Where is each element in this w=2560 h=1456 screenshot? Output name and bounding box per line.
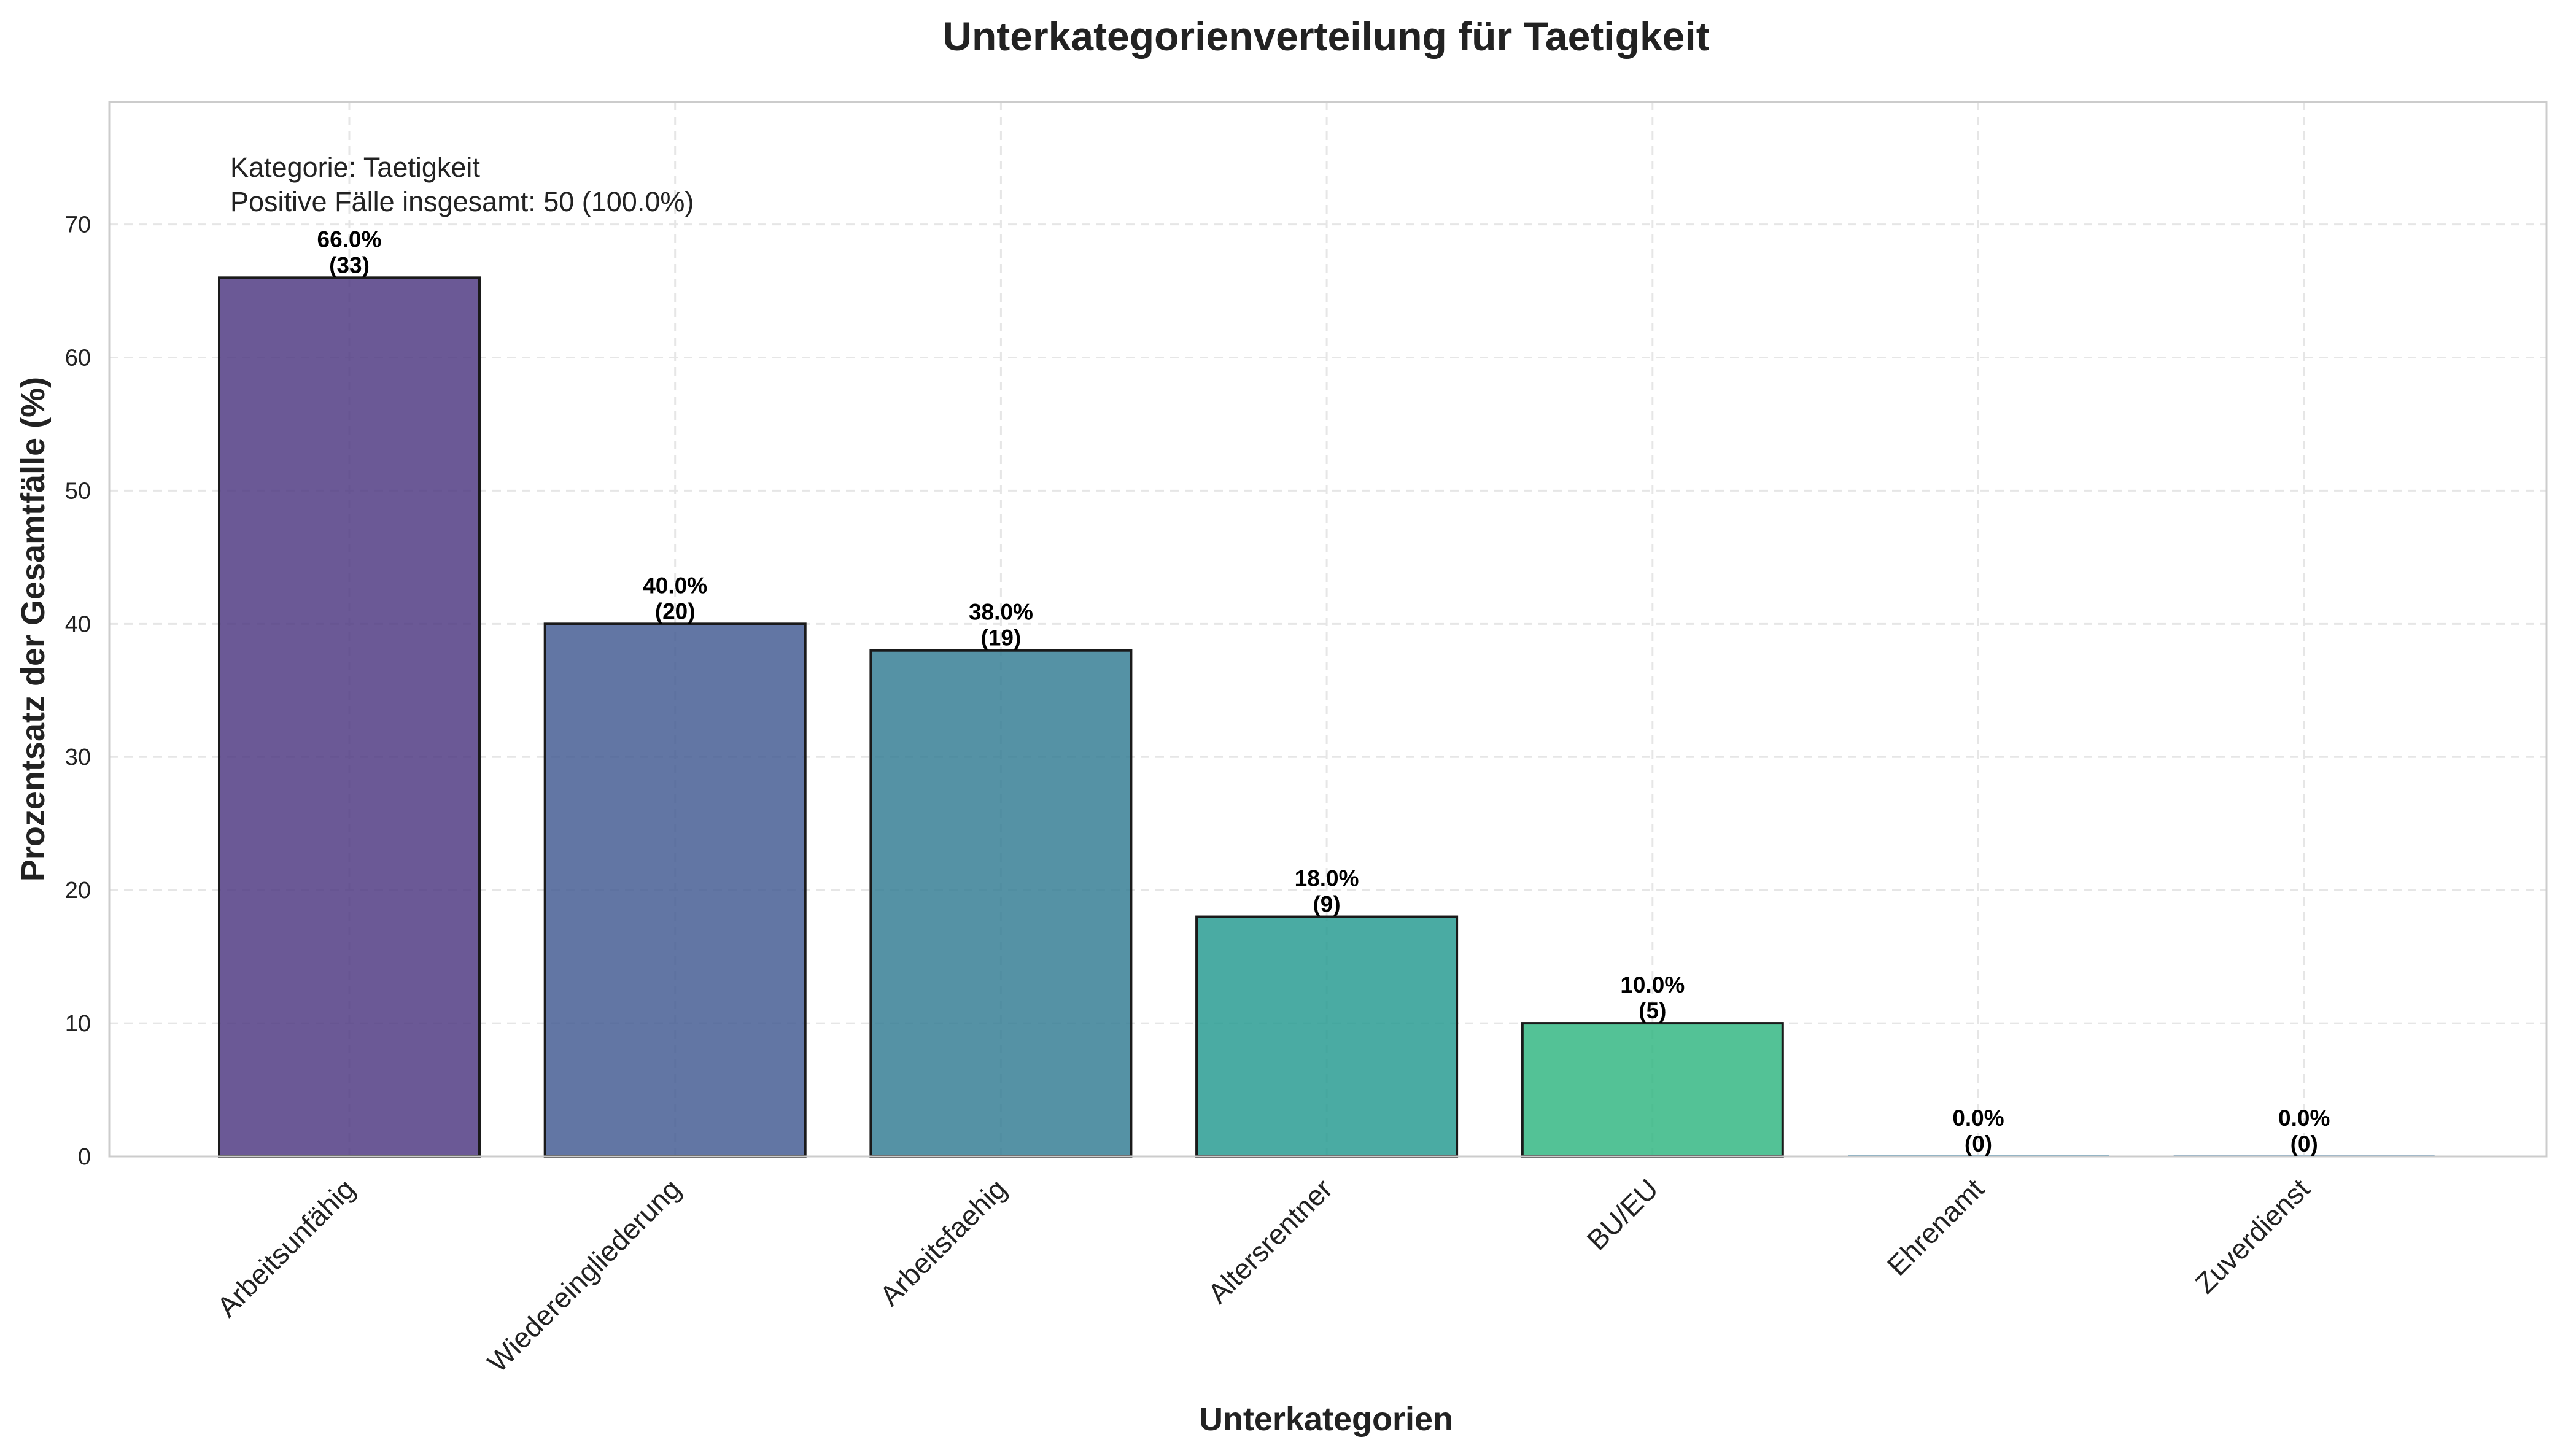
annotation-category: Kategorie: Taetigkeit — [230, 152, 480, 183]
y-tick-label: 60 — [65, 345, 91, 371]
y-tick-label: 0 — [78, 1144, 91, 1170]
bar-count-label: (5) — [1639, 998, 1666, 1023]
bar-count-label: (20) — [655, 598, 696, 624]
bar — [1521, 1022, 1784, 1158]
bar — [218, 276, 481, 1158]
x-tick-label: BU/EU — [1581, 1172, 1664, 1256]
y-tick-label: 40 — [65, 611, 91, 637]
bar-percent-label: 18.0% — [1295, 866, 1359, 891]
x-tick-label: Arbeitsunfähig — [211, 1172, 361, 1323]
bar-percent-label: 0.0% — [2278, 1106, 2330, 1131]
bar-percent-label: 40.0% — [643, 573, 707, 598]
chart-title: Unterkategorienverteilung für Taetigkeit — [942, 14, 1709, 59]
x-tick-label: Arbeitsfaehig — [874, 1172, 1013, 1312]
bar — [869, 649, 1133, 1158]
plot-frame — [108, 101, 2548, 1158]
bar-percent-label: 0.0% — [1952, 1106, 2004, 1131]
y-tick-label: 10 — [65, 1011, 91, 1037]
bar-count-label: (0) — [2290, 1131, 2318, 1156]
bar-percent-label: 38.0% — [969, 600, 1033, 625]
bar-layer — [218, 276, 2435, 1158]
x-tick-label: Wiedereingliederung — [481, 1172, 687, 1378]
bar — [1195, 915, 1459, 1158]
y-tick-label: 50 — [65, 478, 91, 504]
bar-percent-label: 10.0% — [1620, 972, 1685, 997]
y-tick-label: 30 — [65, 745, 91, 770]
y-tick-label: 20 — [65, 878, 91, 904]
bar-count-label: (19) — [980, 625, 1021, 651]
bar-data-labels: 66.0%(33) 40.0%(20) 38.0%(19) 18.0%(9) 10.0%… — [317, 227, 2330, 1156]
x-tick-label: Zuverdienst — [2189, 1172, 2316, 1299]
bar-count-label: (9) — [1313, 892, 1340, 917]
annotation-total: Positive Fälle insgesamt: 50 (100.0%) — [230, 186, 694, 217]
bar-count-label: (0) — [1965, 1131, 1992, 1156]
bar-percent-label: 66.0% — [317, 227, 382, 252]
y-axis-label: Prozentsatz der Gesamtfälle (%) — [15, 377, 52, 881]
x-tick-labels: Arbeitsunfähig Wiedereingliederung Arbeits… — [211, 1172, 2316, 1378]
x-axis-label: Unterkategorien — [1199, 1401, 1453, 1438]
y-tick-label: 70 — [65, 212, 91, 238]
x-tick-label: Ehrenamt — [1881, 1172, 1990, 1282]
y-tick-labels: 0 10 20 30 40 50 60 70 — [65, 212, 91, 1170]
bar — [543, 622, 807, 1158]
bar-count-label: (33) — [329, 252, 370, 277]
x-tick-label: Altersrentner — [1201, 1172, 1338, 1309]
